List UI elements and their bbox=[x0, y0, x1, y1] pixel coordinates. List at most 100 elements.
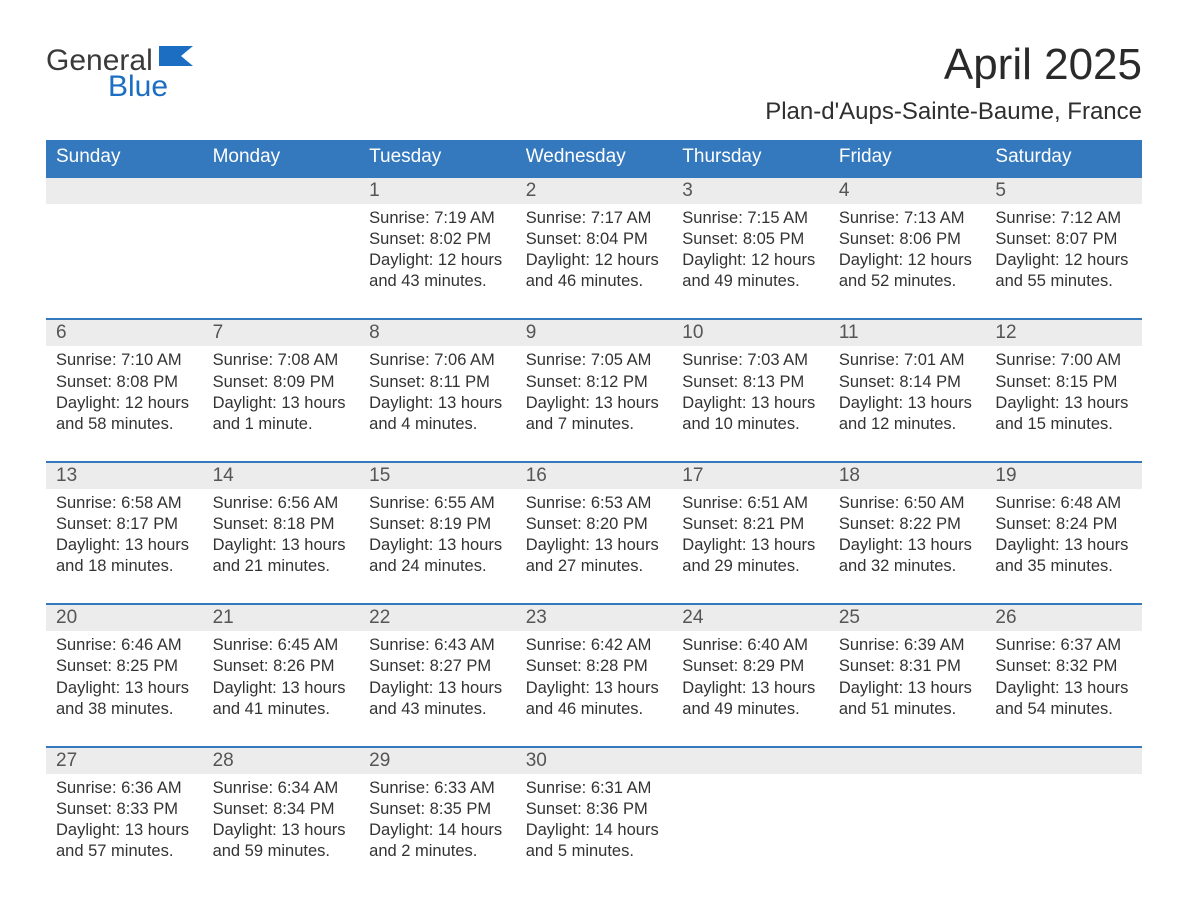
sunset-text: Sunset: 8:06 PM bbox=[839, 229, 976, 250]
sunrise-text: Sunrise: 6:56 AM bbox=[213, 493, 350, 514]
day-body bbox=[985, 774, 1142, 888]
sunset-text: Sunset: 8:24 PM bbox=[995, 514, 1132, 535]
sunset-text: Sunset: 8:07 PM bbox=[995, 229, 1132, 250]
day-body-row: Sunrise: 7:10 AMSunset: 8:08 PMDaylight:… bbox=[46, 346, 1142, 460]
daylight-text: Daylight: 13 hours and 7 minutes. bbox=[526, 393, 663, 435]
day-body bbox=[672, 774, 829, 888]
sunset-text: Sunset: 8:32 PM bbox=[995, 656, 1132, 677]
day-number: 2 bbox=[516, 178, 673, 204]
day-body bbox=[829, 774, 986, 888]
sunset-text: Sunset: 8:22 PM bbox=[839, 514, 976, 535]
sunrise-text: Sunrise: 7:19 AM bbox=[369, 208, 506, 229]
daylight-text: Daylight: 13 hours and 46 minutes. bbox=[526, 678, 663, 720]
sunrise-text: Sunrise: 7:13 AM bbox=[839, 208, 976, 229]
day-body: Sunrise: 7:12 AMSunset: 8:07 PMDaylight:… bbox=[985, 204, 1142, 318]
day-body-row: Sunrise: 7:19 AMSunset: 8:02 PMDaylight:… bbox=[46, 204, 1142, 318]
sunset-text: Sunset: 8:21 PM bbox=[682, 514, 819, 535]
day-body: Sunrise: 6:48 AMSunset: 8:24 PMDaylight:… bbox=[985, 489, 1142, 603]
day-number: 29 bbox=[359, 748, 516, 774]
daylight-text: Daylight: 13 hours and 12 minutes. bbox=[839, 393, 976, 435]
daylight-text: Daylight: 13 hours and 41 minutes. bbox=[213, 678, 350, 720]
day-number: 11 bbox=[829, 320, 986, 346]
daylight-text: Daylight: 13 hours and 29 minutes. bbox=[682, 535, 819, 577]
day-body: Sunrise: 7:00 AMSunset: 8:15 PMDaylight:… bbox=[985, 346, 1142, 460]
sunrise-text: Sunrise: 6:50 AM bbox=[839, 493, 976, 514]
daylight-text: Daylight: 13 hours and 32 minutes. bbox=[839, 535, 976, 577]
day-body: Sunrise: 6:40 AMSunset: 8:29 PMDaylight:… bbox=[672, 631, 829, 745]
day-number: 26 bbox=[985, 605, 1142, 631]
day-body bbox=[46, 204, 203, 318]
day-body: Sunrise: 6:53 AMSunset: 8:20 PMDaylight:… bbox=[516, 489, 673, 603]
daylight-text: Daylight: 13 hours and 57 minutes. bbox=[56, 820, 193, 862]
daylight-text: Daylight: 13 hours and 15 minutes. bbox=[995, 393, 1132, 435]
day-number: 3 bbox=[672, 178, 829, 204]
sunset-text: Sunset: 8:11 PM bbox=[369, 372, 506, 393]
sunset-text: Sunset: 8:18 PM bbox=[213, 514, 350, 535]
day-body: Sunrise: 6:31 AMSunset: 8:36 PMDaylight:… bbox=[516, 774, 673, 888]
daylight-text: Daylight: 12 hours and 49 minutes. bbox=[682, 250, 819, 292]
sunset-text: Sunset: 8:17 PM bbox=[56, 514, 193, 535]
sunrise-text: Sunrise: 7:12 AM bbox=[995, 208, 1132, 229]
daylight-text: Daylight: 12 hours and 58 minutes. bbox=[56, 393, 193, 435]
sunrise-text: Sunrise: 6:43 AM bbox=[369, 635, 506, 656]
topbar: General Blue April 2025 Plan-d'Aups-Sain… bbox=[46, 40, 1142, 126]
day-number-row: 12345 bbox=[46, 178, 1142, 204]
sunrise-text: Sunrise: 6:39 AM bbox=[839, 635, 976, 656]
day-body: Sunrise: 6:45 AMSunset: 8:26 PMDaylight:… bbox=[203, 631, 360, 745]
sunrise-text: Sunrise: 7:15 AM bbox=[682, 208, 819, 229]
sunset-text: Sunset: 8:29 PM bbox=[682, 656, 819, 677]
sunrise-text: Sunrise: 6:51 AM bbox=[682, 493, 819, 514]
daylight-text: Daylight: 12 hours and 46 minutes. bbox=[526, 250, 663, 292]
sunset-text: Sunset: 8:25 PM bbox=[56, 656, 193, 677]
daylight-text: Daylight: 13 hours and 21 minutes. bbox=[213, 535, 350, 577]
day-number: 4 bbox=[829, 178, 986, 204]
dow-cell: Sunday bbox=[46, 140, 203, 176]
sunset-text: Sunset: 8:15 PM bbox=[995, 372, 1132, 393]
daylight-text: Daylight: 12 hours and 52 minutes. bbox=[839, 250, 976, 292]
daylight-text: Daylight: 13 hours and 24 minutes. bbox=[369, 535, 506, 577]
sunset-text: Sunset: 8:13 PM bbox=[682, 372, 819, 393]
day-body: Sunrise: 7:19 AMSunset: 8:02 PMDaylight:… bbox=[359, 204, 516, 318]
sunrise-text: Sunrise: 6:45 AM bbox=[213, 635, 350, 656]
day-number: 14 bbox=[203, 463, 360, 489]
sunrise-text: Sunrise: 7:05 AM bbox=[526, 350, 663, 371]
day-number-row: 27282930 bbox=[46, 748, 1142, 774]
sunset-text: Sunset: 8:28 PM bbox=[526, 656, 663, 677]
logo: General Blue bbox=[46, 46, 193, 102]
sunset-text: Sunset: 8:02 PM bbox=[369, 229, 506, 250]
day-number: 23 bbox=[516, 605, 673, 631]
day-number: 13 bbox=[46, 463, 203, 489]
daylight-text: Daylight: 13 hours and 10 minutes. bbox=[682, 393, 819, 435]
day-body: Sunrise: 7:03 AMSunset: 8:13 PMDaylight:… bbox=[672, 346, 829, 460]
day-number: 22 bbox=[359, 605, 516, 631]
day-body: Sunrise: 7:06 AMSunset: 8:11 PMDaylight:… bbox=[359, 346, 516, 460]
day-body-row: Sunrise: 6:46 AMSunset: 8:25 PMDaylight:… bbox=[46, 631, 1142, 745]
day-number: 6 bbox=[46, 320, 203, 346]
day-body: Sunrise: 6:43 AMSunset: 8:27 PMDaylight:… bbox=[359, 631, 516, 745]
day-number bbox=[672, 748, 829, 774]
sunset-text: Sunset: 8:14 PM bbox=[839, 372, 976, 393]
sunset-text: Sunset: 8:19 PM bbox=[369, 514, 506, 535]
day-number bbox=[985, 748, 1142, 774]
dow-cell: Tuesday bbox=[359, 140, 516, 176]
day-body: Sunrise: 6:33 AMSunset: 8:35 PMDaylight:… bbox=[359, 774, 516, 888]
week-row: 12345Sunrise: 7:19 AMSunset: 8:02 PMDayl… bbox=[46, 176, 1142, 318]
sunrise-text: Sunrise: 6:36 AM bbox=[56, 778, 193, 799]
daylight-text: Daylight: 13 hours and 59 minutes. bbox=[213, 820, 350, 862]
sunset-text: Sunset: 8:09 PM bbox=[213, 372, 350, 393]
daylight-text: Daylight: 13 hours and 1 minute. bbox=[213, 393, 350, 435]
day-number: 27 bbox=[46, 748, 203, 774]
sunrise-text: Sunrise: 7:17 AM bbox=[526, 208, 663, 229]
day-number bbox=[829, 748, 986, 774]
day-body: Sunrise: 7:13 AMSunset: 8:06 PMDaylight:… bbox=[829, 204, 986, 318]
day-body: Sunrise: 6:58 AMSunset: 8:17 PMDaylight:… bbox=[46, 489, 203, 603]
sunset-text: Sunset: 8:35 PM bbox=[369, 799, 506, 820]
logo-flag-icon bbox=[159, 46, 193, 66]
week-row: 6789101112Sunrise: 7:10 AMSunset: 8:08 P… bbox=[46, 318, 1142, 460]
dow-cell: Friday bbox=[829, 140, 986, 176]
day-body: Sunrise: 6:42 AMSunset: 8:28 PMDaylight:… bbox=[516, 631, 673, 745]
daylight-text: Daylight: 12 hours and 43 minutes. bbox=[369, 250, 506, 292]
daylight-text: Daylight: 13 hours and 43 minutes. bbox=[369, 678, 506, 720]
daylight-text: Daylight: 12 hours and 55 minutes. bbox=[995, 250, 1132, 292]
sunrise-text: Sunrise: 7:01 AM bbox=[839, 350, 976, 371]
